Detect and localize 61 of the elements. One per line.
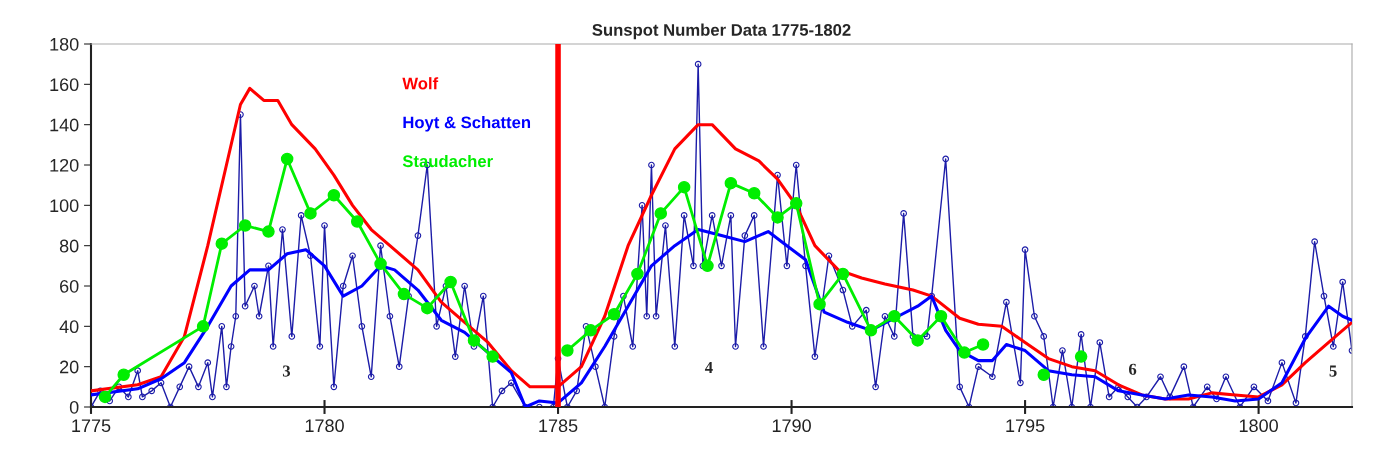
point [304,207,317,220]
point [654,207,668,220]
text: Staudacher [402,154,493,168]
x-tick-label: 1775 [72,419,111,433]
point [350,215,364,228]
point [397,287,411,301]
x-tick-label: 1790 [772,419,811,433]
x-tick-label: 1785 [539,419,578,433]
point [631,267,644,281]
point [789,197,803,210]
point [864,324,878,337]
x-tick-label: 1795 [1006,419,1045,433]
point [747,186,761,200]
y-tick-label: 120 [50,158,79,172]
y-tick-label: 140 [50,118,79,132]
y-tick-label: 160 [50,78,79,92]
y-tick-label: 80 [59,239,79,253]
point [1037,368,1051,381]
point [444,275,457,289]
x-tick-label: 1800 [1239,419,1278,433]
point [607,307,621,321]
text: Wolf [402,77,439,90]
chart-title: Sunspot Number Data 1775-1802 [592,23,851,40]
x-tick-label: 1780 [305,419,344,433]
point [677,180,691,194]
point [280,152,294,166]
point [215,237,229,250]
point [888,309,901,323]
y-tick-label: 180 [50,37,79,51]
point [327,188,341,202]
y-tick-label: 20 [60,360,79,374]
point [976,338,990,351]
y-tick-label: 100 [50,199,79,213]
point [958,346,971,359]
y-tick-label: 0 [69,400,79,414]
point [196,320,210,333]
point [771,211,784,224]
point [238,219,252,232]
point [561,344,574,357]
point [911,334,924,347]
point [813,297,826,311]
point [374,257,387,271]
point [98,390,112,404]
text: Hoyt & Schatten [403,116,531,132]
point [724,176,738,190]
point [467,334,481,347]
point [1074,350,1088,363]
point [262,225,275,238]
point [934,309,948,323]
y-tick-label: 40 [59,320,79,334]
point [486,350,499,363]
point [701,259,714,273]
point [421,301,434,315]
annotation: 4 [704,361,713,373]
annotation: 6 [1128,363,1137,375]
annotation: 3 [282,365,291,377]
point [836,267,850,281]
y-tick-label: 60 [60,279,79,293]
point [584,324,597,337]
point [117,368,130,381]
annotation: 5 [1329,365,1337,377]
